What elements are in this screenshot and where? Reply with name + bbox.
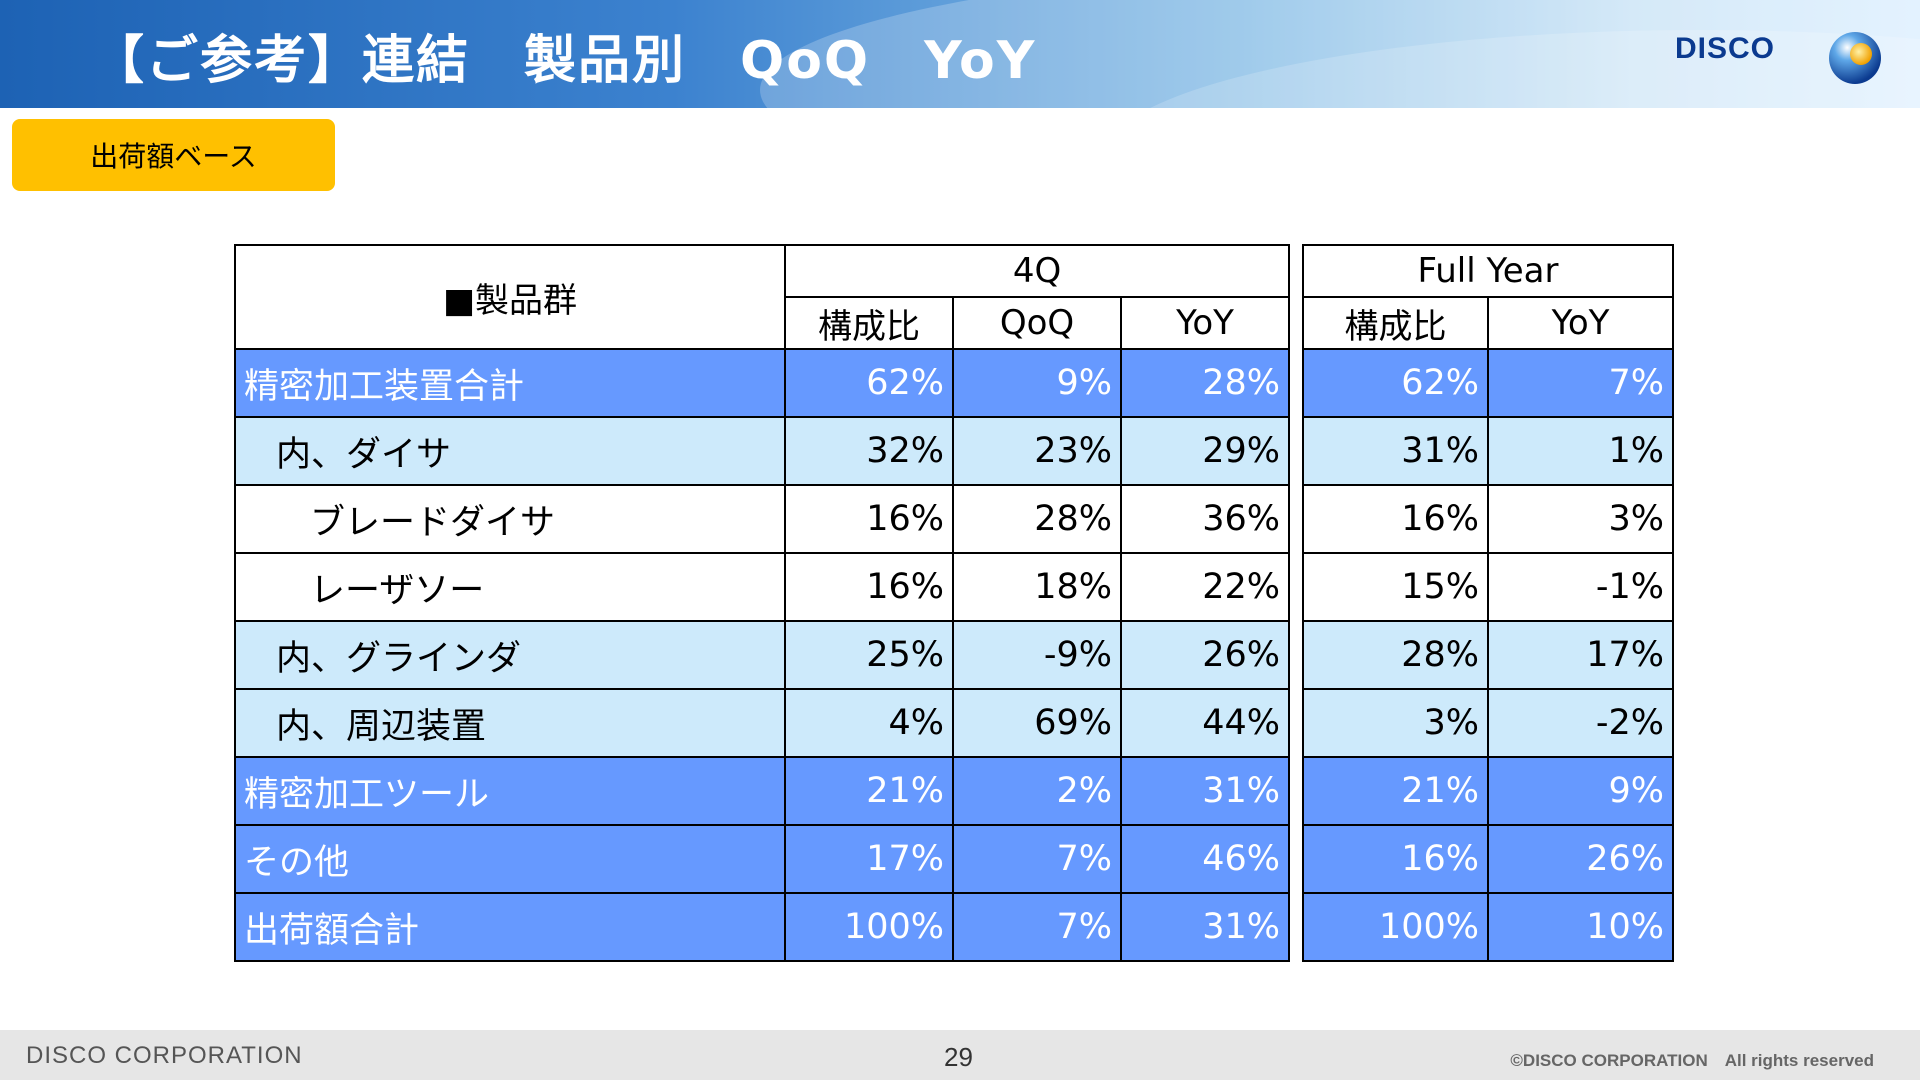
value-cell: 31% [1119, 892, 1291, 962]
table-row: 内、グラインダ 25% -9% 26% [234, 620, 1291, 690]
column-header: YoY [1119, 296, 1291, 350]
value-cell: 100% [784, 892, 954, 962]
value-cell: 7% [952, 824, 1122, 894]
logo-text: DISCO [1675, 32, 1776, 65]
value-cell: 26% [1119, 620, 1291, 690]
column-header: QoQ [952, 296, 1122, 350]
footer-copyright: ©DISCO CORPORATION All rights reserved [1510, 1051, 1874, 1070]
column-header: 構成比 [784, 296, 954, 350]
value-cell: 21% [784, 756, 954, 826]
value-cell: 10% [1487, 892, 1674, 962]
footer: DISCO CORPORATION 29 ©DISCO CORPORATION … [0, 1030, 1920, 1080]
table-row: 精密加工ツール 21% 2% 31% [234, 756, 1291, 826]
value-cell: 21% [1302, 756, 1489, 826]
value-cell: 2% [952, 756, 1122, 826]
page-number: 29 [944, 1042, 973, 1072]
value-cell: 46% [1119, 824, 1291, 894]
value-cell: 44% [1119, 688, 1291, 758]
table-row: 3% -2% [1302, 688, 1674, 758]
value-cell: 100% [1302, 892, 1489, 962]
value-cell: 25% [784, 620, 954, 690]
value-cell: 28% [1119, 348, 1291, 418]
table-row: ブレードダイサ 16% 28% 36% [234, 484, 1291, 554]
product-label: 精密加工装置合計 [234, 348, 786, 418]
value-cell: 17% [784, 824, 954, 894]
table-row: 内、ダイサ 32% 23% 29% [234, 416, 1291, 486]
page-title: 【ご参考】連結 製品別 QoQ YoY [92, 31, 1037, 91]
value-cell: 7% [1487, 348, 1674, 418]
table-row: 16% 26% [1302, 824, 1674, 894]
product-group-header: ■製品群 [234, 244, 786, 350]
product-label: 内、ダイサ [234, 416, 786, 486]
product-label: その他 [234, 824, 786, 894]
basis-badge: 出荷額ベース [12, 119, 335, 191]
value-cell: 1% [1487, 416, 1674, 486]
period-header-4q: 4Q [783, 244, 1291, 298]
column-header: 構成比 [1302, 296, 1489, 350]
value-cell: 18% [952, 552, 1122, 622]
value-cell: 9% [1487, 756, 1674, 826]
product-label: 出荷額合計 [234, 892, 786, 962]
value-cell: 22% [1119, 552, 1291, 622]
product-label: ブレードダイサ [234, 484, 786, 554]
table-row: 100% 10% [1302, 892, 1674, 962]
table-row: 精密加工装置合計 62% 9% 28% [234, 348, 1291, 418]
value-cell: 17% [1487, 620, 1674, 690]
header-band: 【ご参考】連結 製品別 QoQ YoY DISCO [0, 0, 1920, 108]
footer-company: DISCO CORPORATION [26, 1042, 303, 1069]
value-cell: 16% [1302, 484, 1489, 554]
table-row: 31% 1% [1302, 416, 1674, 486]
table-row: 21% 9% [1302, 756, 1674, 826]
product-label: レーザソー [234, 552, 786, 622]
table-row: レーザソー 16% 18% 22% [234, 552, 1291, 622]
value-cell: 15% [1302, 552, 1489, 622]
table-header-row: Full Year [1302, 244, 1674, 298]
value-cell: -1% [1487, 552, 1674, 622]
table-row: 16% 3% [1302, 484, 1674, 554]
value-cell: 9% [952, 348, 1122, 418]
value-cell: -2% [1487, 688, 1674, 758]
logo-sphere-icon [1829, 32, 1881, 84]
value-cell: 3% [1302, 688, 1489, 758]
value-cell: 31% [1119, 756, 1291, 826]
value-cell: 7% [952, 892, 1122, 962]
value-cell: 28% [1302, 620, 1489, 690]
table-row: 62% 7% [1302, 348, 1674, 418]
table-header-row: ■製品群 4Q [234, 244, 1291, 350]
product-label: 内、周辺装置 [234, 688, 786, 758]
value-cell: 62% [1302, 348, 1489, 418]
value-cell: 26% [1487, 824, 1674, 894]
value-cell: 16% [784, 484, 954, 554]
value-cell: -9% [952, 620, 1122, 690]
table-full-year: Full Year 構成比 YoY 62% 7% 31% 1% 16% 3% 15% -1% 2… [1302, 244, 1674, 962]
table-4q: ■製品群 4Q 構成比 QoQ YoY 精密加工装置合計 62% 9% 28% 内、ダイ… [234, 244, 1291, 962]
value-cell: 16% [1302, 824, 1489, 894]
table-row: その他 17% 7% 46% [234, 824, 1291, 894]
value-cell: 23% [952, 416, 1122, 486]
value-cell: 62% [784, 348, 954, 418]
table-subheader-row: 構成比 QoQ YoY [235, 296, 1291, 350]
value-cell: 69% [952, 688, 1122, 758]
value-cell: 16% [784, 552, 954, 622]
table-row: 28% 17% [1302, 620, 1674, 690]
value-cell: 28% [952, 484, 1122, 554]
product-label: 精密加工ツール [234, 756, 786, 826]
value-cell: 32% [784, 416, 954, 486]
column-header: YoY [1487, 296, 1674, 350]
value-cell: 4% [784, 688, 954, 758]
value-cell: 3% [1487, 484, 1674, 554]
header-swoosh [760, 0, 1920, 108]
value-cell: 36% [1119, 484, 1291, 554]
table-row: 15% -1% [1302, 552, 1674, 622]
table-subheader-row: 構成比 YoY [1302, 296, 1674, 350]
table-row: 出荷額合計 100% 7% 31% [234, 892, 1291, 962]
table-row: 内、周辺装置 4% 69% 44% [234, 688, 1291, 758]
period-header-full-year: Full Year [1302, 244, 1674, 298]
value-cell: 29% [1119, 416, 1291, 486]
product-label: 内、グラインダ [234, 620, 786, 690]
value-cell: 31% [1302, 416, 1489, 486]
